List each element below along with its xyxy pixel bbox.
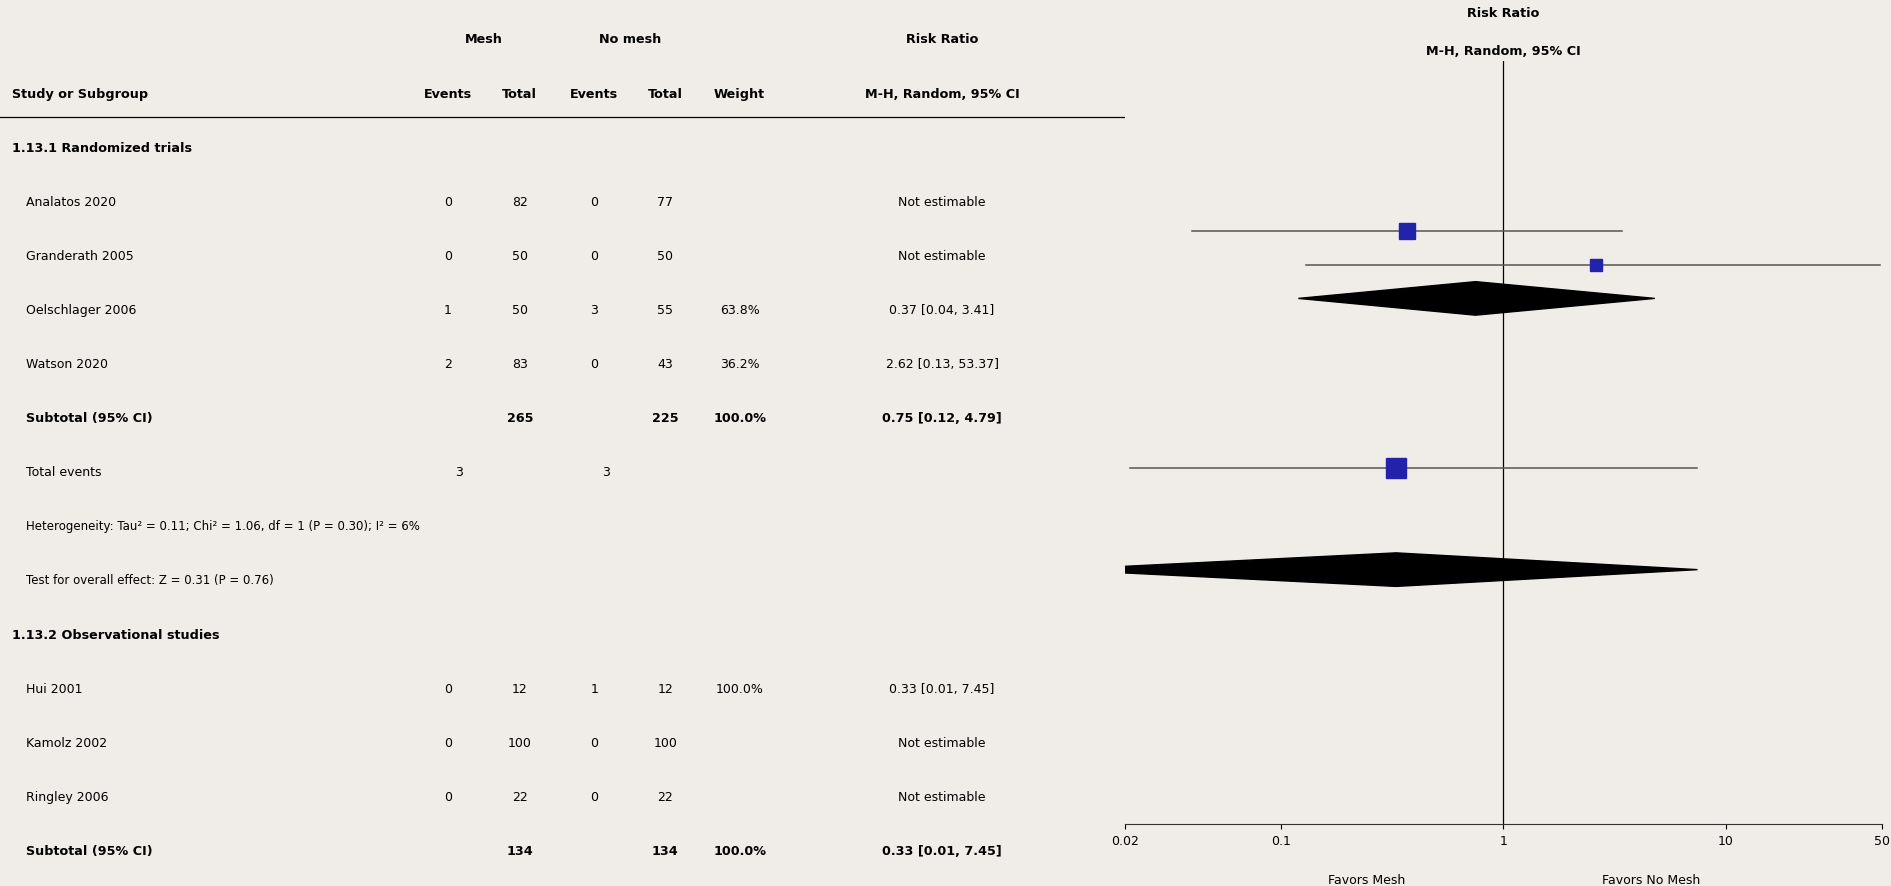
Text: 22: 22 (658, 790, 673, 803)
Text: Total: Total (649, 88, 683, 100)
Text: Not estimable: Not estimable (898, 250, 985, 262)
Text: 12: 12 (658, 682, 673, 695)
Text: Analatos 2020: Analatos 2020 (26, 196, 115, 208)
Text: 1: 1 (444, 304, 452, 316)
Text: 3: 3 (456, 466, 463, 478)
Text: 50: 50 (512, 250, 528, 262)
Text: 0: 0 (444, 790, 452, 803)
Text: 100.0%: 100.0% (713, 412, 766, 424)
Text: 0.33 [0.01, 7.45]: 0.33 [0.01, 7.45] (881, 844, 1002, 857)
Text: 0: 0 (590, 790, 598, 803)
Text: 100.0%: 100.0% (715, 682, 764, 695)
Text: 0.75 [0.12, 4.79]: 0.75 [0.12, 4.79] (881, 412, 1002, 424)
Text: 43: 43 (658, 358, 673, 370)
Text: 1: 1 (590, 682, 598, 695)
Text: Total: Total (503, 88, 537, 100)
Text: Study or Subgroup: Study or Subgroup (11, 88, 147, 100)
Text: 0: 0 (444, 250, 452, 262)
Text: 0: 0 (444, 682, 452, 695)
Text: Test for overall effect: Z = 0.31 (P = 0.76): Test for overall effect: Z = 0.31 (P = 0… (26, 574, 274, 587)
Text: M-H, Random, 95% CI: M-H, Random, 95% CI (864, 88, 1019, 100)
Text: 55: 55 (658, 304, 673, 316)
Text: 2.62 [0.13, 53.37]: 2.62 [0.13, 53.37] (885, 358, 998, 370)
Text: Subtotal (95% CI): Subtotal (95% CI) (26, 412, 151, 424)
Text: Heterogeneity: Tau² = 0.11; Chi² = 1.06, df = 1 (P = 0.30); I² = 6%: Heterogeneity: Tau² = 0.11; Chi² = 1.06,… (26, 520, 420, 532)
Text: 3: 3 (601, 466, 609, 478)
Text: 0.33 [0.01, 7.45]: 0.33 [0.01, 7.45] (889, 682, 995, 695)
Text: Oelschlager 2006: Oelschlager 2006 (26, 304, 136, 316)
Text: Not estimable: Not estimable (898, 736, 985, 749)
Text: Not estimable: Not estimable (898, 790, 985, 803)
Text: 0: 0 (444, 736, 452, 749)
Text: Events: Events (424, 88, 471, 100)
Text: 0: 0 (590, 250, 598, 262)
Text: 0.37 [0.04, 3.41]: 0.37 [0.04, 3.41] (889, 304, 995, 316)
Text: 134: 134 (507, 844, 533, 857)
Text: No mesh: No mesh (599, 34, 660, 46)
Text: 63.8%: 63.8% (720, 304, 760, 316)
Text: 82: 82 (512, 196, 528, 208)
Text: 0: 0 (590, 196, 598, 208)
Text: 1.13.2 Observational studies: 1.13.2 Observational studies (11, 628, 219, 641)
Text: Subtotal (95% CI): Subtotal (95% CI) (26, 844, 151, 857)
Text: 265: 265 (507, 412, 533, 424)
Text: Watson 2020: Watson 2020 (26, 358, 108, 370)
Text: Risk Ratio: Risk Ratio (1467, 7, 1539, 20)
Text: Weight: Weight (715, 88, 766, 100)
Text: Granderath 2005: Granderath 2005 (26, 250, 134, 262)
Polygon shape (1299, 283, 1655, 315)
Text: 3: 3 (590, 304, 598, 316)
Text: 100: 100 (509, 736, 531, 749)
Text: 100: 100 (652, 736, 677, 749)
Text: 100.0%: 100.0% (713, 844, 766, 857)
Text: Total events: Total events (26, 466, 100, 478)
Text: 50: 50 (658, 250, 673, 262)
Text: 36.2%: 36.2% (720, 358, 760, 370)
Text: Favors No Mesh: Favors No Mesh (1602, 874, 1700, 886)
Text: 12: 12 (512, 682, 528, 695)
Text: 0: 0 (444, 196, 452, 208)
Text: Hui 2001: Hui 2001 (26, 682, 81, 695)
Text: 77: 77 (658, 196, 673, 208)
Text: Mesh: Mesh (465, 34, 503, 46)
Text: Ringley 2006: Ringley 2006 (26, 790, 108, 803)
Text: 134: 134 (652, 844, 679, 857)
Text: Not estimable: Not estimable (898, 196, 985, 208)
Text: 0: 0 (590, 736, 598, 749)
Text: M-H, Random, 95% CI: M-H, Random, 95% CI (1426, 45, 1581, 58)
Text: 50: 50 (512, 304, 528, 316)
Text: 1.13.1 Randomized trials: 1.13.1 Randomized trials (11, 142, 191, 154)
Text: Kamolz 2002: Kamolz 2002 (26, 736, 106, 749)
Text: Favors Mesh: Favors Mesh (1327, 874, 1405, 886)
Polygon shape (1059, 553, 1698, 587)
Text: Risk Ratio: Risk Ratio (906, 34, 978, 46)
Text: 2: 2 (444, 358, 452, 370)
Text: 0: 0 (590, 358, 598, 370)
Text: 83: 83 (512, 358, 528, 370)
Text: 225: 225 (652, 412, 679, 424)
Text: Events: Events (571, 88, 618, 100)
Text: 22: 22 (512, 790, 528, 803)
